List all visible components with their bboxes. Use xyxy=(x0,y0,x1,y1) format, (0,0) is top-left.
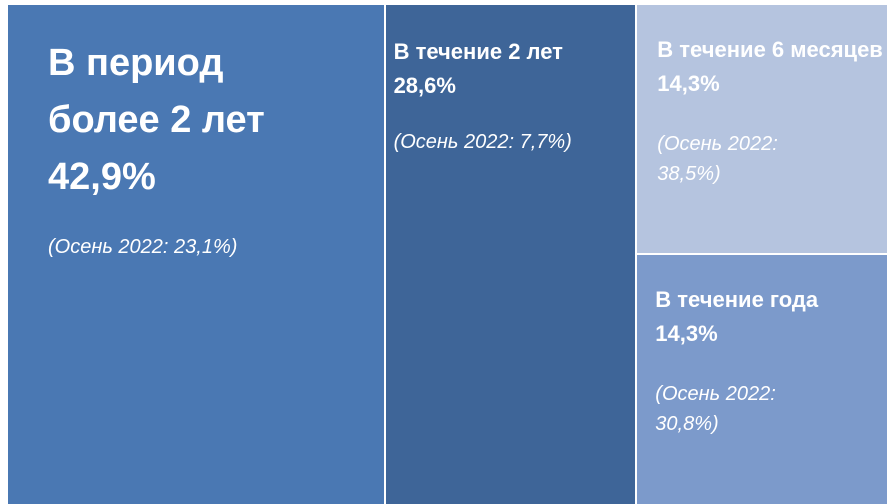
tile-value: 14,3% xyxy=(657,71,720,96)
tile: В течение 2 лет 28,6% (Осень 2022: 7,7%) xyxy=(385,5,636,504)
tile-name: В течение 6 месяцев xyxy=(657,37,883,62)
tile-note: (Осень 2022: 30,8%) xyxy=(655,382,776,435)
tile-name: В течение 2 лет xyxy=(393,39,563,64)
tile-value: 42,9% xyxy=(48,156,156,198)
tile-name: В течение года xyxy=(655,286,819,312)
tile-note: (Осень 2022: 7,7%) xyxy=(393,131,572,153)
tile-name: В период более 2 лет xyxy=(48,42,265,141)
tile-value: 28,6% xyxy=(393,73,456,98)
tile-note: (Осень 2022: 23,1%) xyxy=(48,236,238,258)
tile: В период более 2 лет 42,9% (Осень 2022: 23… xyxy=(8,5,384,504)
tile-value: 14,3% xyxy=(655,320,718,346)
tile: В течение года 14,3% (Осень 2022: 30,8%) xyxy=(637,254,887,504)
tile: В течение 6 месяцев 14,3% (Осень 2022: 38,… xyxy=(637,5,887,253)
tile-note: (Осень 2022: 38,5%) xyxy=(657,133,778,185)
treemap: В период более 2 лет 42,9% (Осень 2022: 23… xyxy=(8,5,889,504)
